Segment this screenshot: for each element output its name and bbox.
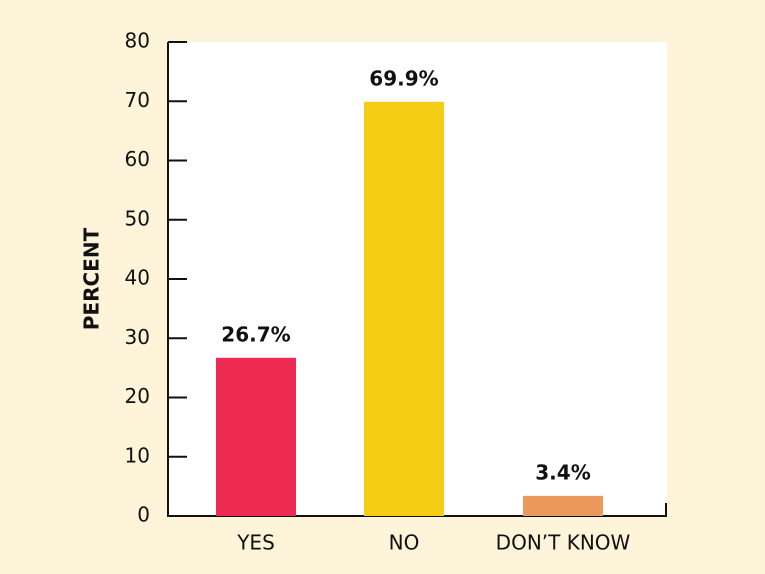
value-label: 69.9% (369, 66, 438, 90)
value-label: 26.7% (221, 322, 290, 346)
y-tick-label: 0 (137, 503, 150, 527)
y-tick-label: 50 (125, 206, 150, 230)
value-label: 3.4% (535, 460, 590, 484)
y-axis-label: PERCENT (80, 227, 104, 330)
x-tick-label: NO (389, 531, 420, 555)
x-tick-label: YES (236, 531, 275, 555)
y-tick-label: 60 (125, 147, 150, 171)
bar (364, 101, 444, 516)
y-tick-label: 40 (125, 266, 150, 290)
x-tick-label: DON’T KNOW (496, 531, 631, 555)
y-tick-label: 30 (125, 325, 150, 349)
y-tick-label: 10 (125, 443, 150, 467)
bar (216, 357, 296, 516)
y-tick-label: 70 (125, 88, 150, 112)
y-tick-label: 80 (125, 29, 150, 53)
bar (523, 495, 603, 516)
y-tick-label: 20 (125, 384, 150, 408)
